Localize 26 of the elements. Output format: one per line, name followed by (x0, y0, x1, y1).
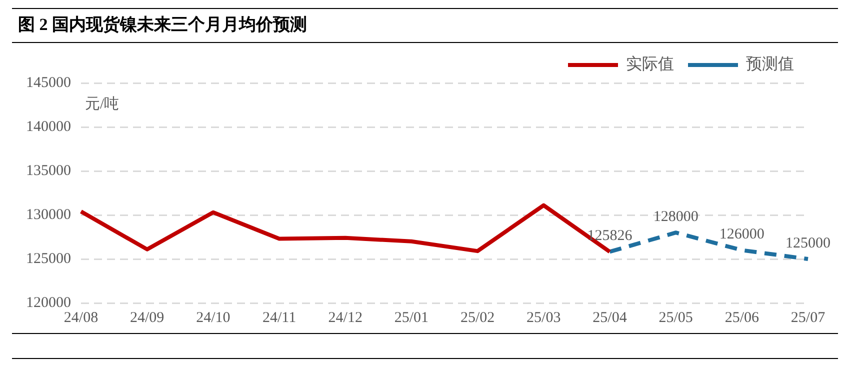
y-tick-label: 120000 (26, 294, 71, 311)
x-tick-label: 25/07 (790, 310, 826, 326)
x-tick-label: 25/05 (658, 310, 693, 326)
data-label: 125000 (786, 235, 830, 252)
y-tick-label: 125000 (26, 250, 71, 267)
y-tick-label: 130000 (26, 206, 71, 223)
y-tick-label: 135000 (26, 162, 71, 179)
x-tick-label: 25/06 (724, 310, 760, 326)
y-tick-label: 145000 (26, 74, 71, 91)
y-tick-label: 140000 (26, 118, 71, 135)
x-tick-label: 25/03 (526, 310, 561, 326)
x-tick-label: 24/11 (262, 310, 296, 326)
data-label: 125826 (587, 228, 633, 244)
x-tick-label: 25/04 (592, 310, 628, 326)
y-axis-title: 元/吨 (85, 95, 120, 112)
x-tick-label: 24/08 (64, 310, 98, 326)
data-label: 128000 (653, 209, 698, 226)
chart-title: 图 2 国内现货镍未来三个月月均价预测 (12, 8, 838, 43)
legend-label: 实际值 (626, 55, 674, 74)
x-tick-label: 25/02 (460, 310, 495, 326)
x-tick-label: 24/10 (196, 310, 230, 326)
x-tick-label: 24/12 (328, 310, 362, 326)
x-tick-label: 24/09 (130, 310, 164, 326)
legend-label: 预测值 (746, 56, 794, 74)
data-label: 126000 (719, 226, 764, 243)
x-tick-label: 25/01 (394, 310, 429, 326)
